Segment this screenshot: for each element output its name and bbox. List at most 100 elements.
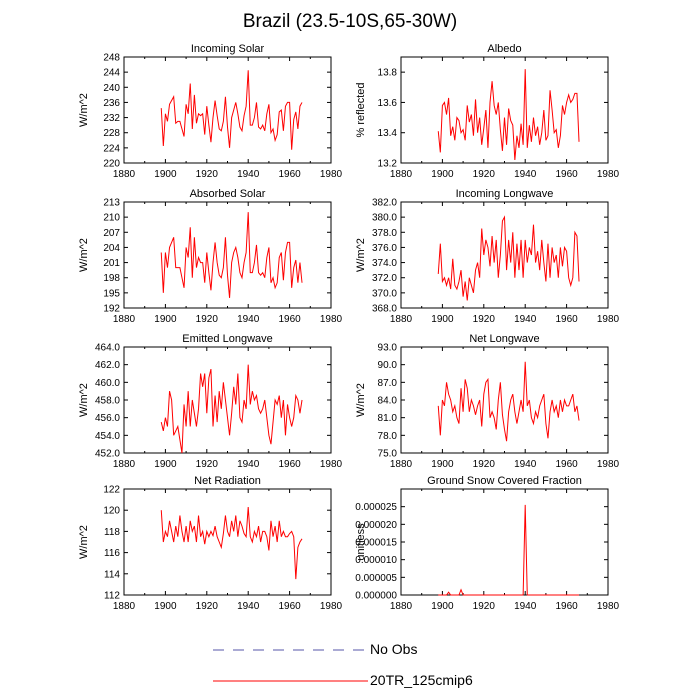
x-tick-label: 1940 bbox=[237, 169, 260, 180]
legend-20tr-label: 20TR_125cmip6 bbox=[370, 672, 473, 688]
y-tick-label: 458.0 bbox=[95, 396, 120, 407]
y-tick-label: 13.8 bbox=[378, 68, 398, 79]
y-tick-label: 370.0 bbox=[372, 288, 397, 299]
panel-title: Ground Snow Covered Fraction bbox=[427, 475, 582, 487]
y-tick-label: 201 bbox=[103, 258, 120, 269]
y-axis-label: W/m^2 bbox=[78, 525, 90, 559]
y-tick-label: 224 bbox=[103, 143, 120, 154]
series-line bbox=[438, 504, 580, 596]
y-tick-label: 378.0 bbox=[372, 228, 397, 239]
x-tick-label: 1880 bbox=[390, 459, 413, 470]
panel-0: Incoming Solar W/m^2 1880 1900 1920 1940 1960 1… bbox=[78, 43, 343, 180]
x-tick-label: 1960 bbox=[555, 169, 578, 180]
panel-title: Incoming Solar bbox=[191, 43, 265, 55]
y-tick-label: 90.0 bbox=[378, 360, 398, 371]
x-tick-label: 1920 bbox=[196, 601, 219, 612]
y-tick-label: 248 bbox=[103, 53, 120, 64]
x-tick-label: 1920 bbox=[196, 314, 219, 325]
plot-frame bbox=[400, 346, 609, 454]
y-tick-label: 81.0 bbox=[378, 413, 398, 424]
y-tick-label: 93.0 bbox=[378, 343, 398, 354]
y-tick-label: 0.000000 bbox=[355, 591, 397, 602]
panel-6: Net Radiation W/m^2 1880 1900 1920 1940 1960 19… bbox=[78, 475, 343, 612]
y-tick-label: 372.0 bbox=[372, 273, 397, 284]
x-tick-label: 1900 bbox=[154, 601, 177, 612]
plot-frame bbox=[400, 488, 609, 596]
y-tick-label: 228 bbox=[103, 128, 120, 139]
y-tick-label: 84.0 bbox=[378, 396, 398, 407]
y-tick-label: 236 bbox=[103, 98, 120, 109]
x-tick-label: 1900 bbox=[154, 314, 177, 325]
y-tick-label: 452.0 bbox=[95, 449, 120, 460]
y-tick-label: 464.0 bbox=[95, 343, 120, 354]
y-tick-label: 240 bbox=[103, 83, 120, 94]
y-tick-label: 198 bbox=[103, 273, 120, 284]
y-tick-label: 213 bbox=[103, 198, 120, 209]
y-tick-label: 192 bbox=[103, 304, 120, 315]
panel-2: Absorbed Solar W/m^2 1880 1900 1920 1940 1960 1… bbox=[78, 188, 343, 325]
y-tick-label: 0.000025 bbox=[355, 502, 397, 513]
y-axis-label: W/m^2 bbox=[355, 383, 367, 417]
x-tick-label: 1900 bbox=[431, 601, 454, 612]
y-tick-label: 118 bbox=[104, 527, 120, 538]
x-tick-label: 1940 bbox=[237, 314, 260, 325]
x-tick-label: 1980 bbox=[320, 459, 343, 470]
x-tick-label: 1880 bbox=[390, 314, 413, 325]
panel-title: Incoming Longwave bbox=[456, 188, 554, 200]
x-tick-label: 1960 bbox=[278, 459, 301, 470]
x-tick-label: 1900 bbox=[431, 314, 454, 325]
x-tick-label: 1960 bbox=[278, 314, 301, 325]
panel-5: Net Longwave W/m^2 1880 1900 1920 1940 1960 198… bbox=[355, 333, 620, 470]
y-tick-label: 120 bbox=[103, 506, 120, 517]
y-tick-label: 0.000015 bbox=[355, 538, 397, 549]
panel-title: Net Radiation bbox=[194, 475, 261, 487]
y-tick-label: 374.0 bbox=[372, 258, 397, 269]
y-tick-label: 13.2 bbox=[378, 159, 398, 170]
series-line bbox=[160, 364, 303, 454]
y-axis-label: W/m^2 bbox=[78, 383, 90, 417]
panel-title: Albedo bbox=[487, 43, 521, 55]
y-tick-label: 460.0 bbox=[95, 378, 120, 389]
x-tick-label: 1920 bbox=[473, 314, 496, 325]
x-tick-label: 1940 bbox=[237, 601, 260, 612]
x-tick-label: 1920 bbox=[473, 601, 496, 612]
y-tick-label: 122 bbox=[103, 485, 120, 496]
x-tick-label: 1920 bbox=[473, 459, 496, 470]
x-tick-label: 1940 bbox=[237, 459, 260, 470]
y-tick-label: 13.6 bbox=[378, 98, 398, 109]
x-tick-label: 1900 bbox=[154, 169, 177, 180]
panel-3: Incoming Longwave W/m^2 1880 1900 1920 1940 19… bbox=[355, 188, 620, 325]
panel-title: Absorbed Solar bbox=[190, 188, 266, 200]
x-tick-label: 1900 bbox=[431, 459, 454, 470]
y-axis-label: W/m^2 bbox=[78, 93, 90, 127]
x-tick-label: 1960 bbox=[555, 601, 578, 612]
y-tick-label: 0.000010 bbox=[355, 555, 397, 566]
x-tick-label: 1880 bbox=[113, 601, 136, 612]
x-tick-label: 1920 bbox=[196, 459, 219, 470]
y-tick-label: 0.000020 bbox=[355, 520, 397, 531]
panel-title: Net Longwave bbox=[469, 333, 539, 345]
panel-4: Emitted Longwave W/m^2 1880 1900 1920 1940 196… bbox=[78, 333, 343, 470]
series-line bbox=[437, 215, 580, 301]
y-tick-label: 456.0 bbox=[95, 413, 120, 424]
y-tick-label: 75.0 bbox=[378, 449, 398, 460]
x-tick-label: 1980 bbox=[597, 314, 620, 325]
x-tick-label: 1880 bbox=[390, 169, 413, 180]
series-line bbox=[437, 361, 580, 442]
x-tick-label: 1940 bbox=[514, 169, 537, 180]
y-tick-label: 462.0 bbox=[95, 360, 120, 371]
series-line bbox=[437, 69, 580, 161]
x-tick-label: 1920 bbox=[473, 169, 496, 180]
y-tick-label: 114 bbox=[104, 569, 120, 580]
series-line bbox=[160, 506, 303, 580]
x-tick-label: 1980 bbox=[320, 169, 343, 180]
x-tick-label: 1980 bbox=[320, 314, 343, 325]
y-tick-label: 376.0 bbox=[372, 243, 397, 254]
x-tick-label: 1980 bbox=[597, 601, 620, 612]
plot-frame bbox=[400, 56, 609, 164]
x-tick-label: 1880 bbox=[113, 169, 136, 180]
panels: Incoming Solar W/m^2 1880 1900 1920 1940 1960 1… bbox=[78, 43, 620, 612]
plot-frame bbox=[123, 346, 332, 454]
y-tick-label: 13.4 bbox=[378, 128, 398, 139]
